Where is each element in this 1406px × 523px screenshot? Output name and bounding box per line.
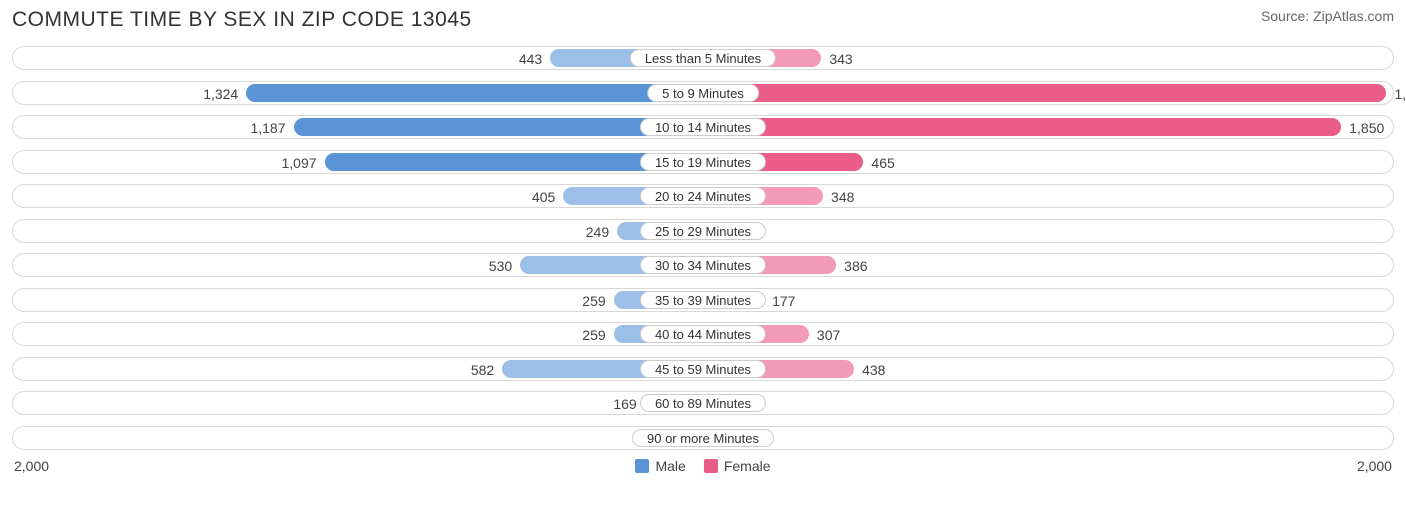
legend-male-label: Male <box>655 458 685 474</box>
legend-female: Female <box>704 458 771 474</box>
female-value-label: 177 <box>772 289 795 313</box>
axis-right-label: 2,000 <box>1357 458 1392 474</box>
male-value-label: 582 <box>471 358 494 382</box>
male-value-label: 259 <box>582 323 605 347</box>
row-track: 45 to 59 Minutes 582 438 <box>12 357 1394 381</box>
male-bar <box>246 84 703 102</box>
category-label: 35 to 39 Minutes <box>640 291 766 309</box>
male-value-label: 169 <box>613 392 636 416</box>
chart-header: COMMUTE TIME BY SEX IN ZIP CODE 13045 So… <box>12 8 1394 32</box>
female-bar <box>703 84 1386 102</box>
male-value-label: 1,097 <box>282 151 317 175</box>
row-track: 35 to 39 Minutes 259 177 <box>12 288 1394 312</box>
female-value-label: 343 <box>829 47 852 71</box>
male-swatch-icon <box>635 459 649 473</box>
male-value-label: 443 <box>519 47 542 71</box>
male-value-label: 405 <box>532 185 555 209</box>
category-label: 30 to 34 Minutes <box>640 256 766 274</box>
commute-chart: COMMUTE TIME BY SEX IN ZIP CODE 13045 So… <box>0 0 1406 523</box>
chart-source: Source: ZipAtlas.com <box>1261 8 1394 24</box>
row-track: 60 to 89 Minutes16969 <box>12 391 1394 415</box>
legend: Male Female <box>635 458 770 474</box>
row-track: 30 to 34 Minutes 530 386 <box>12 253 1394 277</box>
row-track: 15 to 19 Minutes 1,097 465 <box>12 150 1394 174</box>
female-value-label: 465 <box>871 151 894 175</box>
category-label: 60 to 89 Minutes <box>640 394 766 412</box>
category-label: 90 or more Minutes <box>632 429 774 447</box>
legend-female-label: Female <box>724 458 771 474</box>
female-value-label: 438 <box>862 358 885 382</box>
category-label: Less than 5 Minutes <box>630 49 776 67</box>
male-value-label: 1,324 <box>203 82 238 106</box>
male-value-label: 1,187 <box>250 116 285 140</box>
row-track: 40 to 44 Minutes 259 307 <box>12 322 1394 346</box>
category-label: 20 to 24 Minutes <box>640 187 766 205</box>
female-value-label: 386 <box>844 254 867 278</box>
row-track: Less than 5 Minutes 443 343 <box>12 46 1394 70</box>
chart-title: COMMUTE TIME BY SEX IN ZIP CODE 13045 <box>12 8 472 32</box>
male-value-label: 249 <box>586 220 609 244</box>
category-label: 10 to 14 Minutes <box>640 118 766 136</box>
female-value-label: 1,850 <box>1349 116 1384 140</box>
female-value-label: 348 <box>831 185 854 209</box>
male-value-label: 530 <box>489 254 512 278</box>
male-value-label: 259 <box>582 289 605 313</box>
legend-male: Male <box>635 458 685 474</box>
row-track: 5 to 9 Minutes1,3241,981 <box>12 81 1394 105</box>
female-bar <box>703 118 1341 136</box>
female-value-label: 1,981 <box>1394 82 1406 106</box>
chart-footer: 2,000 Male Female 2,000 <box>12 458 1394 474</box>
category-label: 5 to 9 Minutes <box>647 84 759 102</box>
axis-left-label: 2,000 <box>14 458 49 474</box>
row-track: 90 or more Minutes7313 <box>12 426 1394 450</box>
category-label: 45 to 59 Minutes <box>640 360 766 378</box>
row-track: 25 to 29 Minutes24958 <box>12 219 1394 243</box>
row-track: 20 to 24 Minutes 405 348 <box>12 184 1394 208</box>
category-label: 40 to 44 Minutes <box>640 325 766 343</box>
row-track: 10 to 14 Minutes 1,187 1,850 <box>12 115 1394 139</box>
category-label: 25 to 29 Minutes <box>640 222 766 240</box>
category-label: 15 to 19 Minutes <box>640 153 766 171</box>
female-swatch-icon <box>704 459 718 473</box>
female-value-label: 307 <box>817 323 840 347</box>
chart-rows: Less than 5 Minutes 443 343 5 to 9 Minutes 1… <box>12 46 1394 450</box>
